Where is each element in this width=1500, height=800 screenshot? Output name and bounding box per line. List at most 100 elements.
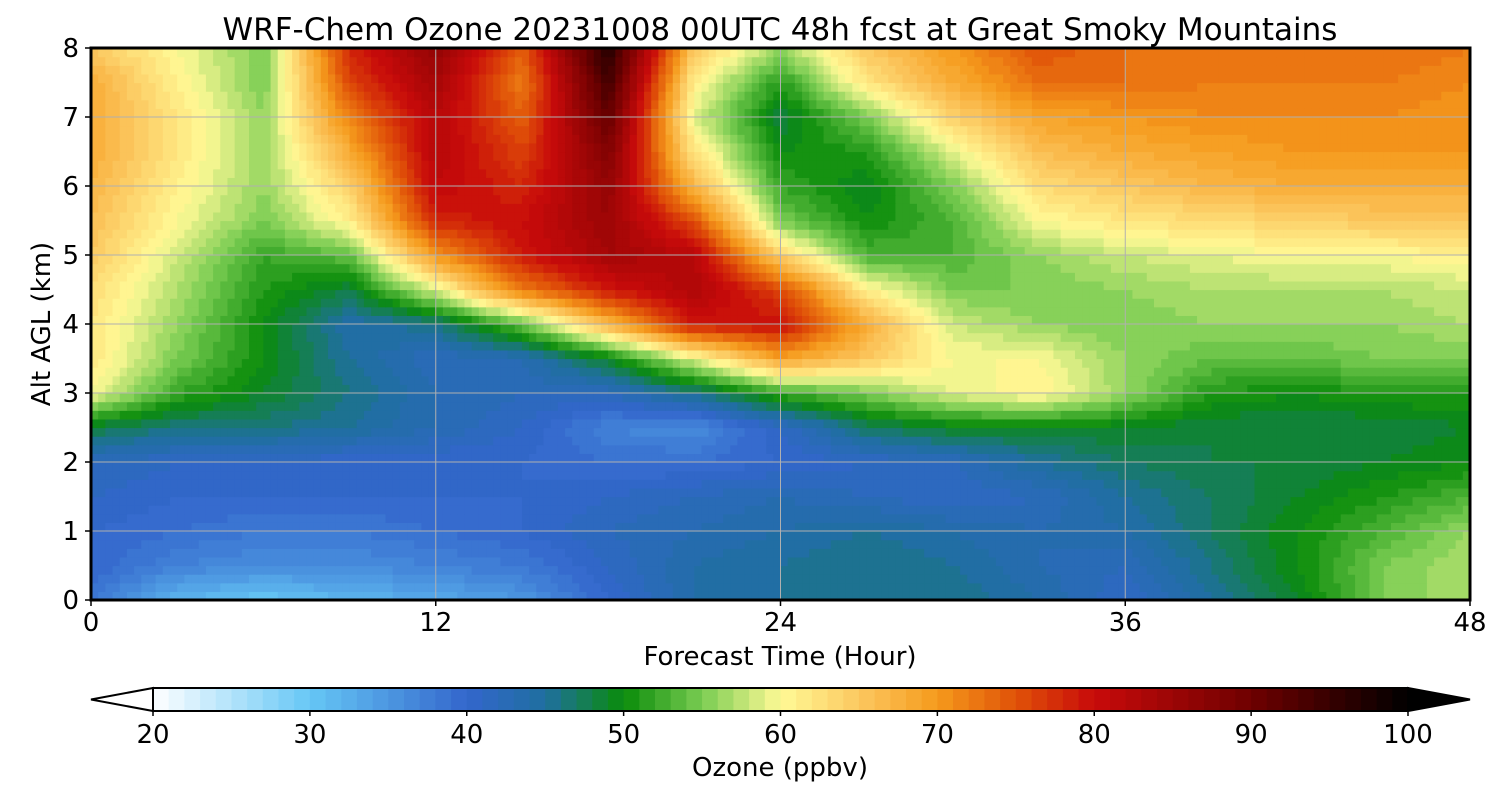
- heatmap-cell: [1426, 436, 1435, 446]
- heatmap-cell: [1053, 487, 1062, 498]
- heatmap-cell: [378, 444, 387, 454]
- heatmap-cell: [98, 470, 106, 480]
- heatmap-cell: [1053, 556, 1062, 567]
- heatmap-cell: [507, 453, 516, 463]
- heatmap-cell: [536, 427, 545, 437]
- heatmap-cell: [730, 418, 738, 429]
- heatmap-cell: [177, 375, 185, 385]
- heatmap-cell: [1448, 436, 1457, 446]
- heatmap-cell: [500, 565, 509, 575]
- heatmap-cell: [1067, 574, 1076, 584]
- heatmap-cell: [514, 565, 523, 575]
- heatmap-cell: [859, 522, 868, 532]
- heatmap-cell: [636, 462, 645, 472]
- heatmap-cell: [320, 487, 329, 498]
- heatmap-cell: [1383, 591, 1392, 601]
- heatmap-cell: [615, 591, 624, 601]
- heatmap-cell: [708, 375, 717, 385]
- heatmap-cell: [1383, 531, 1392, 541]
- heatmap-cell: [1247, 470, 1256, 480]
- heatmap-cell: [1168, 462, 1177, 472]
- heatmap-cell: [529, 427, 537, 437]
- heatmap-cell: [1096, 574, 1105, 584]
- heatmap-cell: [974, 410, 983, 420]
- heatmap-cell: [909, 427, 918, 437]
- heatmap-cell: [744, 496, 753, 506]
- heatmap-cell: [191, 479, 200, 489]
- heatmap-cell: [1132, 548, 1141, 558]
- heatmap-cell: [1333, 436, 1342, 446]
- heatmap-cell: [1118, 418, 1126, 429]
- heatmap-cell: [1161, 444, 1169, 454]
- heatmap-cell: [658, 410, 667, 420]
- heatmap-cell: [486, 384, 494, 394]
- heatmap-cell: [766, 522, 774, 532]
- heatmap-cell: [881, 384, 889, 394]
- heatmap-cell: [98, 591, 106, 601]
- heatmap-cell: [399, 487, 408, 498]
- heatmap-cell: [471, 574, 480, 584]
- heatmap-cell: [227, 556, 236, 567]
- heatmap-cell: [392, 401, 401, 411]
- heatmap-cell: [1419, 496, 1428, 506]
- heatmap-cell: [1153, 384, 1162, 394]
- heatmap-cell: [1175, 582, 1184, 592]
- heatmap-cell: [378, 574, 387, 584]
- heatmap-cell: [1118, 393, 1126, 403]
- heatmap-cell: [758, 565, 767, 575]
- heatmap-cell: [780, 582, 789, 592]
- heatmap-cell: [1319, 505, 1327, 515]
- heatmap-cell: [1247, 505, 1256, 515]
- heatmap-cell: [299, 401, 308, 411]
- heatmap-cell: [924, 462, 932, 472]
- heatmap-cell: [270, 531, 279, 541]
- heatmap-cell: [1082, 522, 1090, 532]
- heatmap-cell: [392, 591, 401, 601]
- heatmap-cell: [658, 591, 667, 601]
- heatmap-cell: [464, 427, 473, 437]
- heatmap-cell: [1125, 427, 1134, 437]
- heatmap-cell: [952, 574, 961, 584]
- heatmap-cell: [873, 582, 882, 592]
- heatmap-cell: [809, 393, 818, 403]
- heatmap-cell: [277, 548, 286, 558]
- heatmap-cell: [457, 418, 466, 429]
- heatmap-cell: [521, 384, 530, 394]
- heatmap-cell: [1197, 487, 1205, 498]
- heatmap-cell: [916, 401, 925, 411]
- heatmap-cell: [134, 479, 142, 489]
- heatmap-cell: [91, 556, 99, 567]
- heatmap-cell: [1024, 565, 1033, 575]
- heatmap-cell: [320, 462, 329, 472]
- heatmap-cell: [421, 539, 430, 549]
- heatmap-cell: [234, 565, 243, 575]
- heatmap-cell: [313, 487, 322, 498]
- heatmap-cell: [170, 574, 178, 584]
- heatmap-cell: [328, 556, 336, 567]
- heatmap-cell: [292, 548, 300, 558]
- heatmap-cell: [1362, 565, 1371, 575]
- heatmap-cell: [320, 513, 329, 523]
- heatmap-cell: [866, 496, 875, 506]
- heatmap-cell: [694, 418, 703, 429]
- heatmap-cell: [270, 401, 279, 411]
- heatmap-cell: [414, 393, 422, 403]
- heatmap-cell: [1096, 505, 1105, 515]
- heatmap-cell: [514, 522, 523, 532]
- heatmap-cell: [1355, 531, 1363, 541]
- heatmap-cell: [119, 410, 128, 420]
- heatmap-cell: [672, 565, 681, 575]
- heatmap-cell: [658, 548, 667, 558]
- heatmap-cell: [924, 401, 932, 411]
- heatmap-cell: [529, 453, 537, 463]
- heatmap-cell: [306, 401, 315, 411]
- heatmap-cell: [1276, 591, 1284, 601]
- heatmap-cell: [1455, 393, 1464, 403]
- heatmap-cell: [227, 462, 236, 472]
- heatmap-cell: [1383, 444, 1392, 454]
- heatmap-cell: [830, 470, 839, 480]
- heatmap-cell: [529, 487, 537, 498]
- heatmap-cell: [845, 582, 853, 592]
- heatmap-cell: [162, 410, 171, 420]
- heatmap-cell: [1355, 375, 1363, 385]
